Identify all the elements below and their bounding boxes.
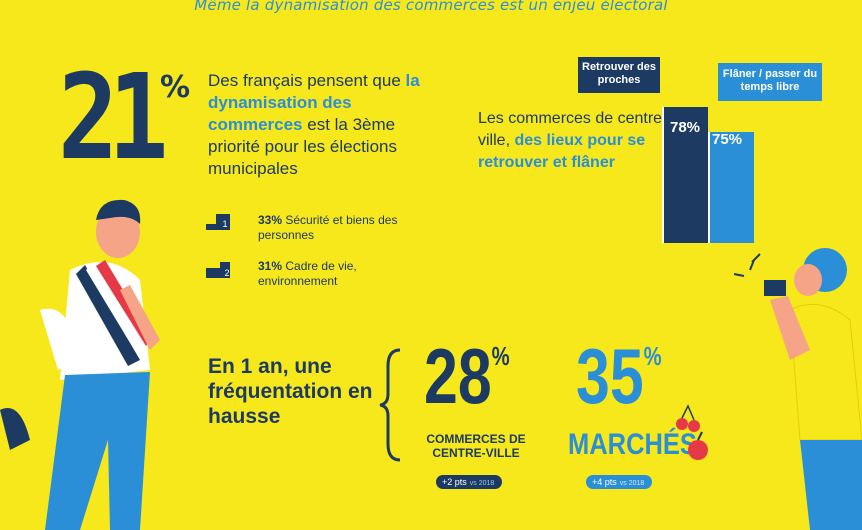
stat-35-number: 35 [576, 332, 644, 420]
rank-1-pct: 33% [258, 213, 283, 227]
rank-2-label: Cadre de vie, environnement [258, 259, 357, 288]
curly-brace-icon [379, 348, 401, 462]
stat-28-change-badge: +2 pts vs 2018 [436, 475, 503, 489]
stat-28-number: 28 [424, 332, 492, 420]
stat-35-percent: % [643, 341, 662, 371]
stat-28-vs: vs 2018 [469, 480, 495, 487]
person-mayor-illustration [0, 199, 160, 530]
stat-21-percent: % [160, 70, 191, 105]
podium-1-number: 1 [222, 219, 227, 229]
bar-label-flaner: Flâner / passer du temps libre [718, 63, 822, 101]
rank-2-pct: 31% [258, 259, 283, 273]
commerces-text-before: Les commerces de centre-ville, [478, 110, 668, 149]
stat-28-percent: % [491, 341, 510, 371]
bar-value-retrouver: 78% [670, 119, 701, 136]
stat-35-value: 35% [576, 336, 662, 416]
podium-1-icon: 1 [206, 214, 230, 230]
stat-35-vs: vs 2018 [619, 480, 645, 487]
stat-21-text-before: Des français pensent que [208, 71, 406, 90]
stat-28-value: 28% [424, 336, 510, 416]
podium-2-number: 2 [224, 268, 229, 278]
stat-28-label: COMMERCES DE CENTRE-VILLE [426, 432, 526, 460]
bar-flaner [708, 131, 754, 243]
commerces-description: Les commerces de centre-ville, des lieux… [478, 108, 678, 174]
bar-chart: Retrouver des proches Flâner / passer du… [578, 55, 828, 245]
bar-value-flaner: 75% [712, 131, 743, 148]
bar-retrouver [662, 106, 708, 243]
podium-2-icon: 2 [206, 262, 230, 278]
rank-1-label: Sécurité et biens des personnes [258, 213, 398, 242]
stat-21-text-highlight: la dynamisation des commerces [208, 71, 420, 134]
stat-21-description: Des français pensent que la dynamisation… [208, 70, 438, 180]
stat-21-value: 21 [58, 48, 169, 186]
rank-1: 33% Sécurité et biens des personnes [258, 213, 408, 243]
stat-35-change-badge: +4 pts vs 2018 [586, 475, 653, 489]
stat-28-change: +2 pts [442, 477, 467, 487]
person-photographer-illustration [733, 248, 862, 530]
bar-label-retrouver: Retrouver des proches [578, 57, 660, 93]
fruit-icon [676, 404, 708, 460]
stat-35-change: +4 pts [592, 477, 617, 487]
frequentation-heading: En 1 an, une fréquentation en hausse [208, 355, 373, 428]
commerces-text-highlight: des lieux pour se retrouver et flâner [478, 132, 646, 171]
stat-21-text-after: est la 3ème priorité pour les élections … [208, 115, 397, 178]
page-title: Même la dynamisation des commerces est u… [194, 0, 668, 14]
stat-35-label: MARCHÉS [568, 428, 697, 461]
rank-2: 31% Cadre de vie, environnement [258, 259, 378, 289]
